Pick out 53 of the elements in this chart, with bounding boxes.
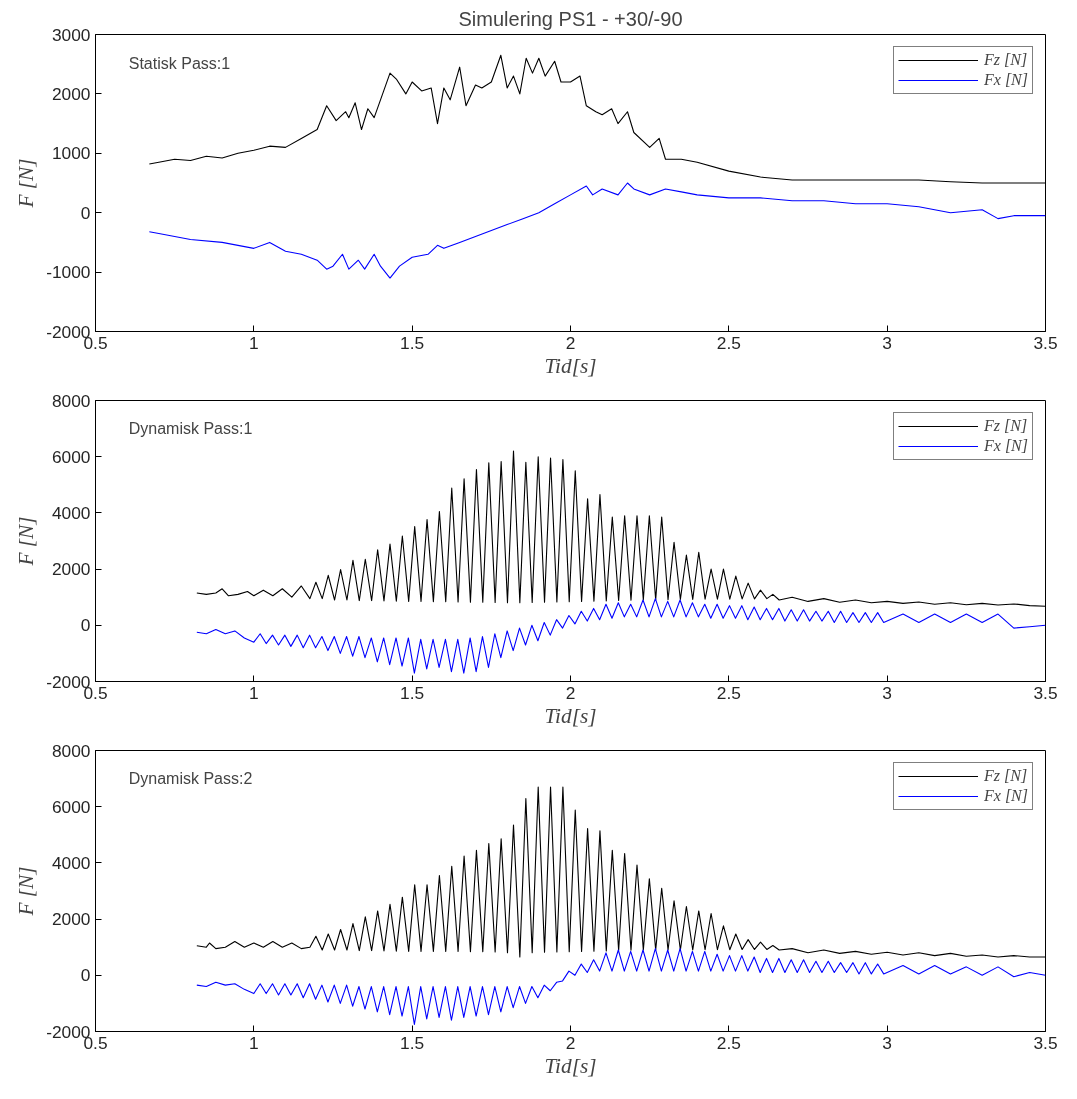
x-tick-label: 2.5	[716, 332, 741, 353]
y-tick-label: -1000	[46, 262, 91, 283]
x-tick-label: 3.5	[1033, 1032, 1058, 1053]
y-tick-label: 2000	[51, 559, 91, 580]
legend-label: Fz [N]	[984, 51, 1028, 69]
y-tick-label: 0	[80, 202, 91, 223]
legend-label: Fz [N]	[984, 767, 1028, 785]
line-series	[196, 786, 1046, 958]
y-tick-label: 0	[80, 615, 91, 636]
x-axis-title: Tid[s]	[544, 353, 597, 378]
x-tick-label: 1.5	[400, 332, 425, 353]
legend-label: Fz [N]	[984, 417, 1028, 435]
y-tick-label: 8000	[51, 740, 91, 761]
y-axis-title: F [N]	[14, 158, 39, 209]
x-tick-label: 1.5	[400, 1032, 425, 1053]
annotation: Statisk Pass:1	[128, 55, 231, 73]
x-tick-label: 1	[249, 332, 259, 353]
y-tick-label: 4000	[51, 852, 91, 873]
legend-label: Fx [N]	[984, 437, 1028, 455]
x-tick-label: 1	[249, 682, 259, 703]
x-tick-label: 2	[565, 682, 576, 703]
y-tick-label: 0	[80, 965, 91, 986]
x-tick-label: 3	[882, 332, 892, 353]
x-tick-label: 2.5	[716, 682, 741, 703]
legend-label: Fx [N]	[984, 787, 1028, 805]
chart-title: Simulering PS1 - +30/-90	[458, 7, 683, 30]
annotation: Dynamisk Pass:2	[128, 770, 253, 788]
x-tick-label: 2	[565, 1032, 576, 1053]
line-series	[196, 948, 1046, 1026]
x-tick-label: 1	[249, 1032, 259, 1053]
y-tick-label: 2000	[51, 909, 91, 930]
x-tick-label: 3.5	[1033, 682, 1058, 703]
line-series	[196, 598, 1046, 674]
y-axis-title: F [N]	[14, 866, 39, 917]
y-tick-label: 1000	[51, 143, 91, 164]
y-axis-title: F [N]	[14, 516, 39, 567]
y-tick-label: 6000	[51, 446, 91, 467]
x-tick-label: 1.5	[400, 682, 425, 703]
y-tick-label: 4000	[51, 502, 91, 523]
x-tick-label: 3.5	[1033, 332, 1058, 353]
x-axis-title: Tid[s]	[544, 1053, 597, 1078]
y-tick-label: 6000	[51, 796, 91, 817]
y-tick-label: 3000	[51, 24, 91, 45]
legend-label: Fx [N]	[984, 71, 1028, 89]
annotation: Dynamisk Pass:1	[128, 420, 253, 438]
x-tick-label: 2.5	[716, 1032, 741, 1053]
y-tick-label: 2000	[51, 83, 91, 104]
y-tick-label: 8000	[51, 390, 91, 411]
x-tick-label: 2	[565, 332, 576, 353]
line-series	[148, 182, 1046, 279]
x-axis-title: Tid[s]	[544, 703, 597, 728]
x-tick-label: 3	[882, 1032, 892, 1053]
x-tick-label: 3	[882, 682, 892, 703]
